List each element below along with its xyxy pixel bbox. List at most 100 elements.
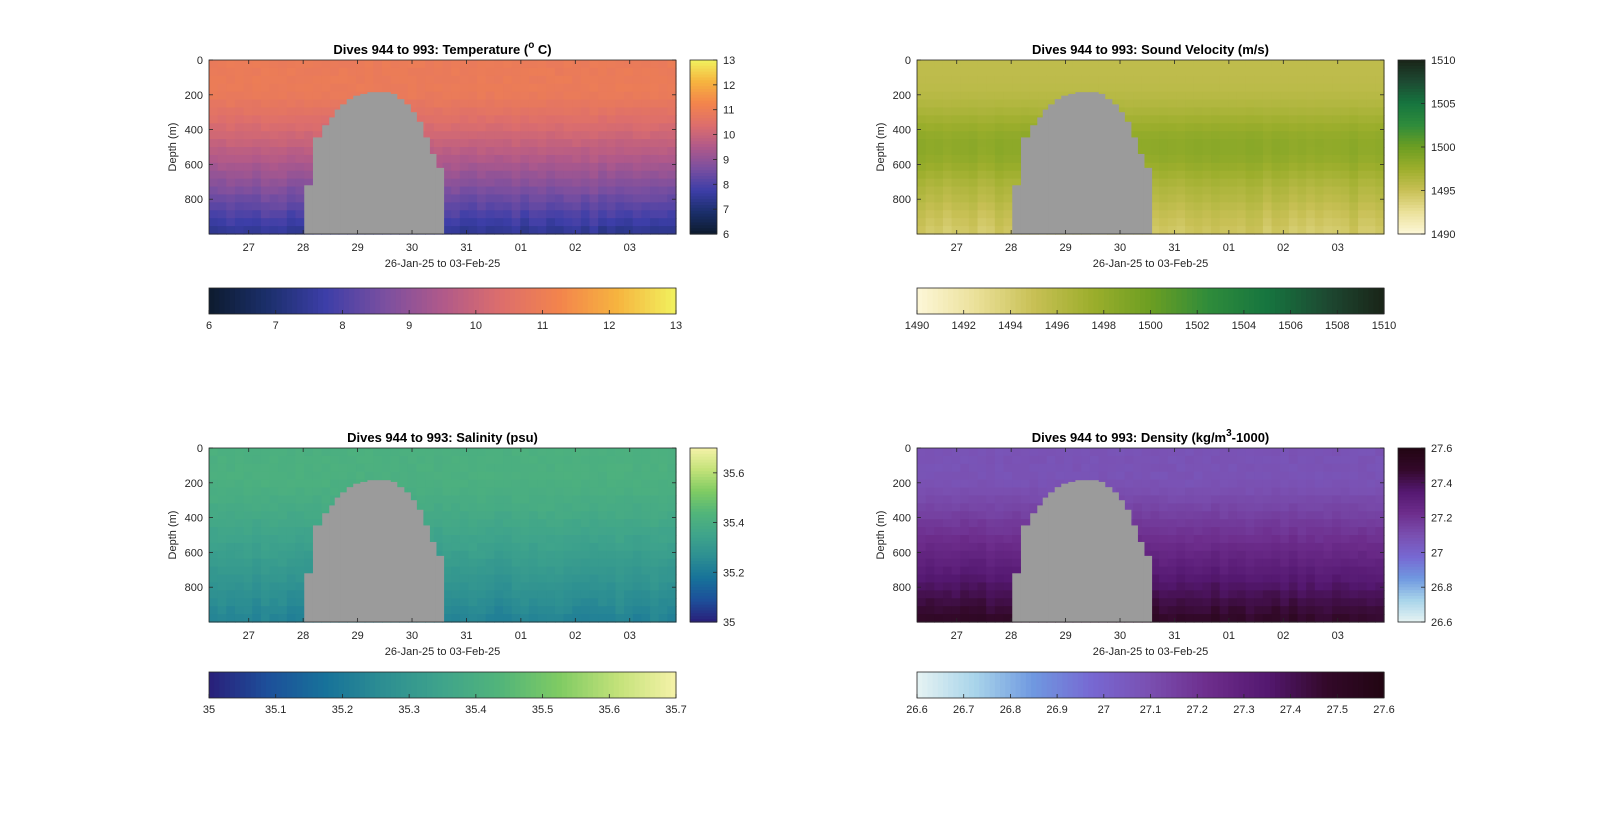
heatmap-cell: [295, 123, 305, 132]
heatmap-cell: [442, 115, 452, 124]
heatmap-cell: [1167, 154, 1178, 164]
heatmap-cell: [624, 83, 634, 93]
heatmap-cell: [1012, 455, 1022, 465]
heatmap-cell: [217, 471, 227, 481]
heatmap-cell: [554, 131, 565, 140]
heatmap-cell: [1176, 60, 1186, 69]
colorbar-segment: [968, 288, 975, 314]
colorbar-segment: [690, 103, 717, 107]
heatmap-cell: [503, 495, 513, 504]
heatmap-cell: [1167, 218, 1178, 227]
heatmap-cell: [1349, 60, 1359, 69]
colorbar-segment: [442, 672, 449, 698]
heatmap-cell: [1115, 107, 1126, 116]
heatmap-cell: [589, 131, 599, 140]
colorbar-segment: [266, 672, 272, 698]
heatmap-cell: [209, 550, 219, 560]
heatmap-cell: [942, 83, 953, 93]
heatmap-cell: [1236, 67, 1247, 77]
heatmap-cell: [226, 448, 236, 457]
colorbar-segment: [1114, 288, 1120, 314]
colorbar-segment: [592, 672, 599, 698]
heatmap-cell: [494, 606, 504, 615]
colorbar-frame: [689, 447, 718, 623]
heatmap-cell: [960, 115, 970, 124]
heatmap-cell: [1167, 542, 1178, 552]
heatmap-cell: [624, 566, 634, 576]
colorbar-segment: [1005, 288, 1011, 314]
heatmap-cell: [650, 60, 660, 69]
heatmap-cell: [209, 99, 219, 109]
heatmap-cell: [650, 479, 660, 489]
heatmap-cell: [520, 147, 530, 156]
heatmap-cell: [554, 487, 565, 497]
heatmap-cell: [485, 598, 495, 607]
heatmap-cell: [632, 170, 643, 180]
heatmap-cell: [338, 91, 348, 101]
heatmap-cell: [563, 147, 573, 156]
heatmap-cell: [580, 115, 591, 124]
heatmap-cell: [269, 91, 279, 101]
heatmap-cell: [641, 210, 651, 219]
heatmap-cell: [1271, 202, 1281, 211]
heatmap-cell: [260, 75, 271, 85]
heatmap-cell: [451, 463, 461, 473]
heatmap-cell: [917, 519, 927, 528]
x-tick-label: 28: [297, 242, 309, 254]
heatmap-cell: [295, 503, 305, 512]
heatmap-cell: [554, 186, 565, 196]
heatmap-cell: [217, 99, 227, 109]
heatmap-cell: [960, 550, 970, 560]
heatmap-cell: [295, 566, 305, 576]
heatmap-cell: [338, 463, 348, 473]
heatmap-cell: [1314, 147, 1325, 156]
heatmap-cell: [606, 606, 617, 615]
heatmap-cell: [459, 178, 470, 188]
heatmap-cell: [1064, 75, 1074, 85]
heatmap-cell: [589, 614, 599, 623]
heatmap-cell: [960, 83, 970, 93]
heatmap-cell: [554, 566, 565, 576]
heatmap-cell: [528, 162, 539, 172]
heatmap-cell: [598, 471, 608, 481]
heatmap-cell: [1211, 210, 1221, 219]
colorbar-segment: [690, 60, 717, 64]
heatmap-cell: [1055, 455, 1065, 465]
heatmap-cell: [1358, 186, 1368, 196]
heatmap-cell: [632, 550, 643, 560]
heatmap-cell: [1358, 99, 1368, 109]
heatmap-cell: [1323, 147, 1333, 156]
heatmap-cell: [641, 558, 651, 568]
colorbar-segment: [1290, 288, 1297, 314]
heatmap-cell: [209, 527, 219, 536]
colorbar-segment: [690, 566, 717, 571]
colorbar-segment: [690, 83, 717, 87]
heatmap-cell: [304, 535, 314, 544]
colorbar-segment: [690, 587, 717, 591]
heatmap-cell: [546, 99, 556, 109]
heatmap-cell: [554, 574, 565, 584]
heatmap-cell: [1323, 170, 1333, 180]
heatmap-cell: [252, 590, 262, 599]
heatmap-cell: [433, 535, 444, 544]
heatmap-cell: [1159, 550, 1169, 560]
heatmap-cell: [1202, 154, 1212, 164]
heatmap-cell: [546, 503, 556, 512]
heatmap-cell: [243, 67, 253, 77]
heatmap-cell: [459, 162, 470, 172]
salinity-panel: Dives 944 to 993: Salinity (psu)02004006…: [167, 430, 744, 716]
heatmap-cell: [520, 218, 530, 227]
heatmap-cell: [1020, 91, 1031, 101]
gap-block: [403, 492, 411, 622]
heatmap-cell: [1340, 83, 1351, 93]
heatmap-cell: [511, 558, 521, 568]
heatmap-cell: [641, 186, 651, 196]
heatmap-cell: [1159, 67, 1169, 77]
heatmap-cell: [260, 455, 271, 465]
heatmap-cell: [1254, 83, 1264, 93]
heatmap-cell: [442, 170, 452, 180]
heatmap-cell: [942, 60, 953, 69]
heatmap-cell: [917, 186, 927, 196]
heatmap-cell: [399, 67, 409, 77]
heatmap-cell: [459, 574, 470, 584]
